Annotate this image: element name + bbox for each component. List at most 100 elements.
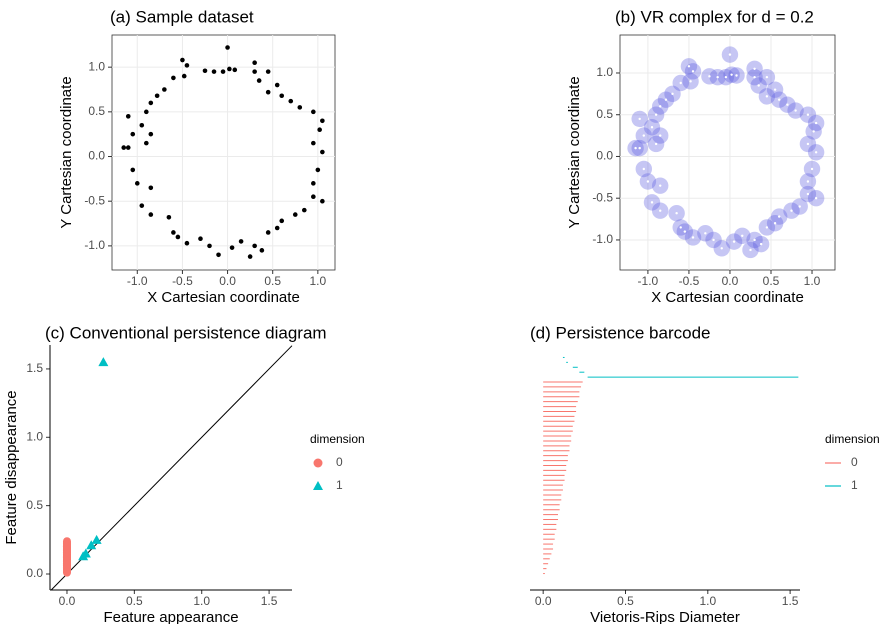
point [184, 63, 190, 68]
center-point [724, 75, 728, 79]
center-point [753, 67, 756, 71]
plot-border [111, 34, 336, 271]
center-point [765, 95, 769, 98]
point [320, 118, 325, 124]
center-point [642, 167, 645, 171]
point [62, 568, 71, 577]
y-tick-label: 0.5 [88, 104, 105, 118]
legend-label: 0 [851, 455, 858, 469]
center-point [777, 98, 781, 101]
legend-label: 1 [336, 478, 343, 492]
point [139, 122, 145, 128]
x-tick-label: 0.0 [722, 274, 739, 288]
y-tick-label: 0.5 [26, 498, 43, 512]
x-tick-label: 0.5 [763, 274, 780, 288]
panel: (c) Conventional persistence diagram Feat… [3, 323, 365, 624]
point [238, 239, 244, 244]
legend-key [313, 481, 323, 490]
center-point [659, 134, 662, 137]
center-point [650, 201, 654, 204]
x-tick-label: 1.0 [699, 594, 716, 608]
point [148, 131, 154, 137]
y-tick-label: -1.0 [84, 238, 105, 252]
point [162, 87, 167, 92]
legend-key [313, 458, 323, 468]
point [288, 98, 294, 104]
center-point [664, 98, 668, 101]
center-point [798, 205, 801, 208]
center-point [786, 103, 789, 106]
center-point [642, 134, 645, 137]
center-point [659, 209, 662, 212]
point [98, 357, 109, 367]
center-point [654, 142, 658, 146]
center-point [741, 234, 744, 237]
point [311, 194, 316, 200]
y-axis-title: Y Cartesian coordinate [58, 76, 75, 228]
plot-border [619, 34, 836, 271]
y-tick-label: 1.0 [596, 65, 613, 79]
center-point [720, 247, 723, 250]
center-point [683, 230, 687, 233]
x-tick-label: 0.0 [59, 594, 76, 608]
center-point [671, 92, 674, 96]
center-point [712, 238, 715, 242]
point [207, 243, 212, 249]
center-point [634, 146, 637, 150]
y-tick-label: 0.5 [596, 107, 613, 121]
point [252, 60, 257, 65]
center-point [646, 180, 650, 183]
legend-label: 1 [851, 478, 858, 492]
point [311, 140, 316, 146]
center-point [749, 248, 752, 252]
point [292, 212, 298, 217]
center-point [708, 75, 711, 78]
panel-title: (b) VR complex for d = 0.2 [615, 7, 814, 26]
point [265, 89, 271, 95]
center-point [679, 226, 682, 229]
point [216, 252, 221, 258]
y-tick-label: 0.0 [596, 149, 613, 163]
center-point [638, 146, 641, 150]
center-point [679, 81, 682, 85]
point [265, 230, 271, 235]
center-point [814, 197, 818, 200]
panel-title: (d) Persistence barcode [530, 323, 710, 342]
legend-title: dimension [825, 432, 880, 446]
panel: (d) Persistence barcode Vietoris-Rips Dia… [530, 323, 880, 624]
panel-title: (a) Sample dataset [110, 7, 254, 26]
x-tick-label: 0.5 [617, 594, 634, 608]
point [134, 181, 140, 186]
point [148, 100, 154, 106]
point [171, 230, 176, 235]
x-tick-label: 1.0 [310, 274, 327, 288]
x-tick-label: 0.5 [264, 274, 281, 288]
center-point [730, 73, 733, 76]
center-point [794, 109, 797, 112]
point [144, 109, 149, 115]
point [315, 167, 321, 173]
point [148, 185, 154, 191]
point [311, 181, 316, 186]
point [91, 534, 102, 544]
x-tick-label: -1.0 [638, 274, 659, 288]
x-axis-title: X Cartesian coordinate [651, 289, 804, 306]
point [198, 236, 203, 242]
point [265, 69, 271, 74]
x-axis-title: Vietoris-Rips Diameter [590, 609, 740, 624]
point [144, 140, 149, 146]
point [229, 245, 235, 250]
x-axis-title: X Cartesian coordinate [147, 289, 300, 306]
point [125, 145, 131, 150]
x-tick-label: 1.0 [193, 594, 210, 608]
panel: (a) Sample dataset X Cartesian coordinate… [58, 7, 336, 306]
center-point [773, 222, 777, 225]
point [80, 548, 91, 558]
point [171, 75, 176, 81]
point [279, 93, 285, 99]
y-tick-label: 0.0 [26, 566, 43, 580]
center-point [753, 238, 756, 242]
y-tick-label: 0.0 [88, 149, 105, 163]
x-tick-label: -0.5 [172, 274, 193, 288]
